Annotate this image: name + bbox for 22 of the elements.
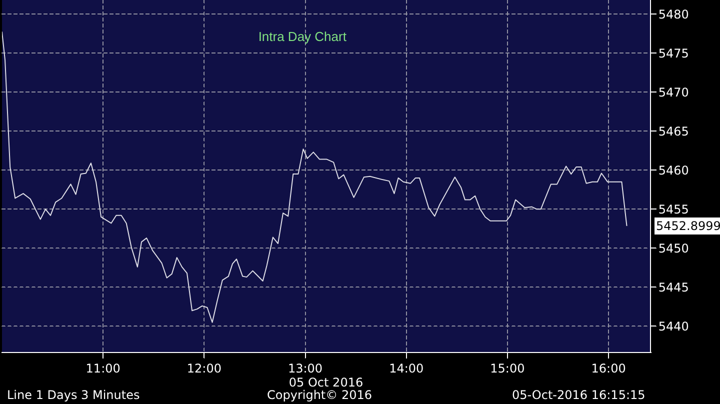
x-tick-label: 12:00: [186, 361, 222, 376]
y-tick-label: 5465: [658, 124, 689, 138]
x-axis-title: 05 Oct 2016: [288, 375, 364, 390]
y-tick-label: 5445: [658, 280, 689, 294]
text: Intra Day Chart: [258, 28, 347, 44]
y-tick-label: 5480: [658, 7, 689, 22]
x-tick-label: 16:00: [591, 361, 626, 376]
y-tick-label: 5455: [658, 202, 689, 216]
annotation: 5452.8999: [656, 219, 720, 233]
x-tick-label: 11:00: [86, 361, 120, 376]
y-tick-label: 5440: [658, 319, 689, 334]
text: Line 1 Days 3 Minutes: [7, 388, 140, 402]
x-tick-label: 13:00: [288, 361, 323, 376]
text: Copyright© 2016: [267, 388, 372, 402]
x-tick-label: 14:00: [389, 361, 424, 376]
y-tick-label: 5450: [658, 241, 689, 256]
y-tick-label: 5475: [658, 46, 689, 60]
y-tick-label: 5470: [658, 85, 689, 100]
x-tick-label: 15:00: [490, 361, 525, 376]
text: 05-Oct-2016 16:15:15: [512, 388, 646, 402]
y-tick-label: 5460: [658, 163, 689, 178]
line-series: [2, 32, 628, 323]
